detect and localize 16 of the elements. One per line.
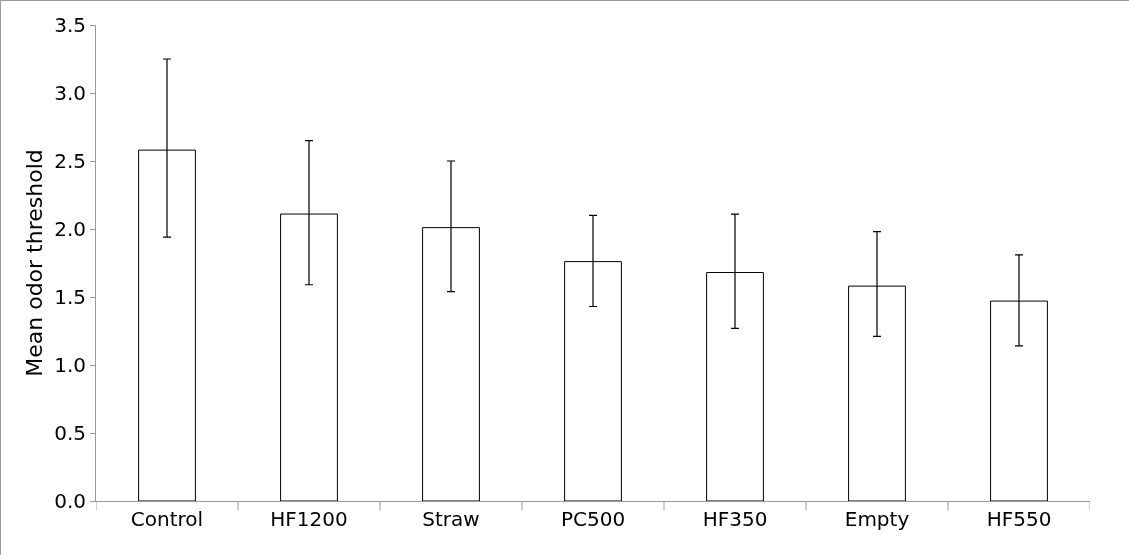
y-tick-label: 0.5	[54, 421, 86, 445]
x-tick-label: HF1200	[270, 507, 348, 531]
x-tick-label: HF350	[702, 507, 768, 531]
y-axis-title: Mean odor threshold	[22, 149, 47, 377]
y-tick-label: 0.0	[54, 489, 86, 513]
x-tick-label: Straw	[422, 507, 480, 531]
y-tick-label: 1.0	[54, 353, 86, 377]
y-tick-label: 3.5	[54, 13, 86, 37]
y-tick-label: 2.0	[54, 217, 86, 241]
x-tick-label: Control	[130, 507, 204, 531]
y-tick-label: 2.5	[54, 149, 86, 173]
x-tick-label: HF550	[986, 507, 1052, 531]
x-tick-label: Empty	[844, 507, 910, 531]
x-tick-label: PC500	[560, 507, 626, 531]
y-tick-label: 1.5	[54, 285, 86, 309]
y-tick-label: 3.0	[54, 81, 86, 105]
